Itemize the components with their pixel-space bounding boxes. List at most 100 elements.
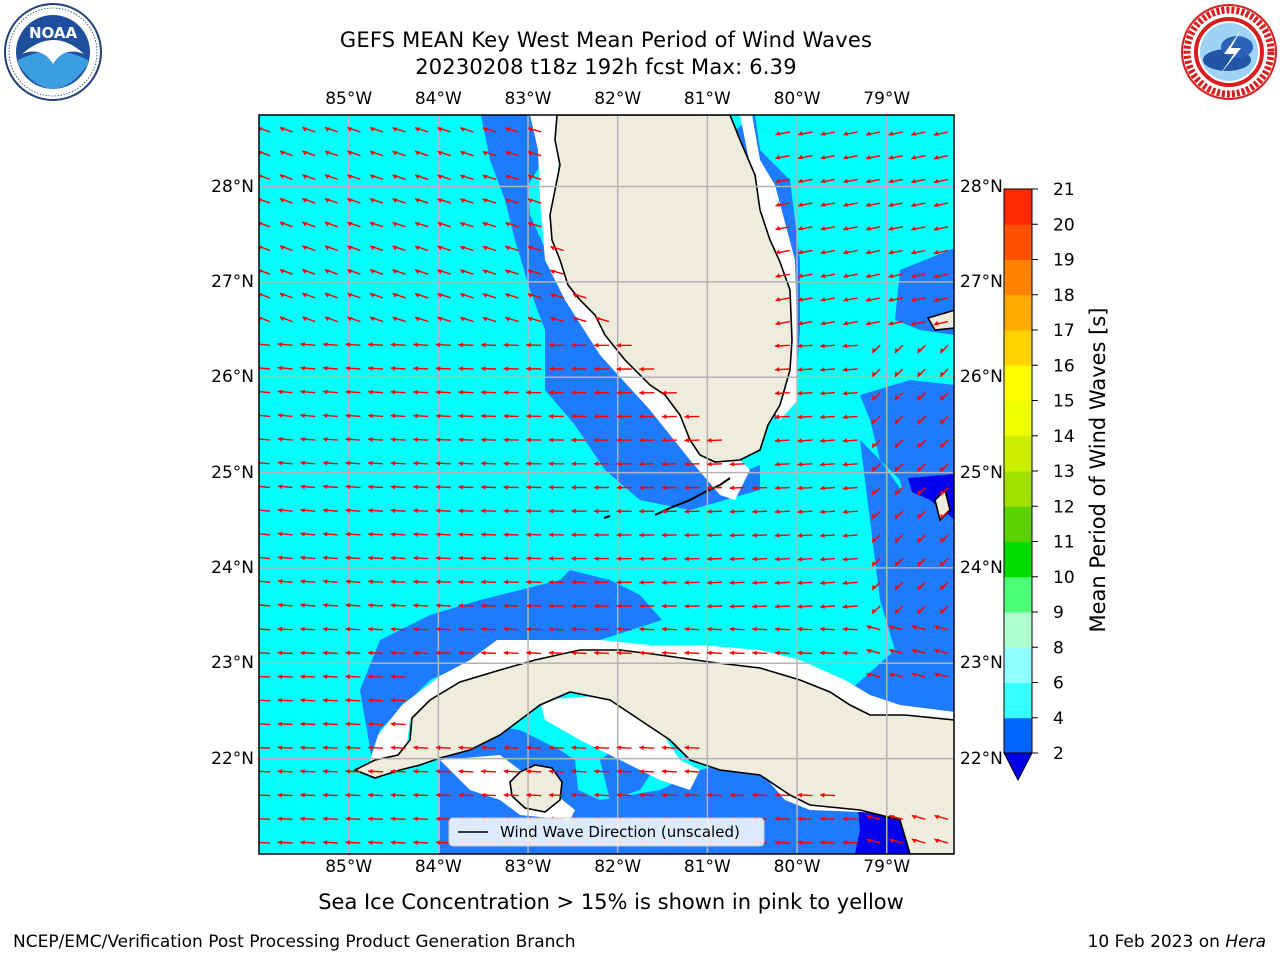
wind-wave-arrowhead [505, 293, 511, 298]
wind-wave-arrowhead [889, 649, 895, 654]
wind-wave-arrowhead [798, 154, 804, 160]
wind-wave-arrowhead [482, 127, 488, 132]
wind-wave-arrowhead [797, 532, 803, 538]
wind-wave-arrowhead [639, 650, 644, 656]
wind-wave-arrowhead [842, 650, 848, 656]
wind-wave-arrowhead [277, 365, 283, 371]
wind-wave-arrowhead [368, 366, 373, 371]
wind-wave-arrowhead [872, 395, 877, 401]
wind-wave-arrowhead [392, 269, 398, 275]
wind-wave-arrowhead [435, 413, 441, 419]
wind-wave-arrowhead [594, 792, 599, 798]
wind-wave-arrowhead [940, 561, 945, 567]
wind-wave-arrowhead [526, 508, 531, 514]
land-florida [549, 115, 793, 463]
wind-wave-arrowhead [774, 343, 780, 349]
wind-wave-arrowhead [842, 533, 848, 538]
colorbar-tick-label: 9 [1053, 603, 1064, 623]
wind-wave-arrowhead [684, 509, 689, 514]
wind-wave-arrowhead [322, 437, 328, 442]
wind-wave-arrowhead [277, 413, 283, 419]
right-tick-label: 27°N [960, 271, 1003, 292]
wind-wave-arrowhead [616, 603, 622, 609]
wind-wave-arrowhead [571, 437, 576, 443]
wind-wave-arrowhead [940, 348, 945, 354]
wind-wave-arrowhead [820, 131, 826, 136]
wind-wave-arrowhead [616, 556, 622, 562]
wind-wave-arrowhead [940, 466, 945, 472]
colorbar-segment [1004, 365, 1032, 401]
wind-wave-arrowhead [324, 174, 330, 180]
wind-wave-arrowhead [594, 366, 599, 372]
wind-wave-arrowhead [797, 390, 803, 396]
wind-wave-arrowhead [482, 222, 488, 227]
wind-wave-arrowhead [797, 650, 803, 656]
right-tick-label: 25°N [960, 462, 1003, 483]
wind-wave-arrowhead [917, 348, 923, 354]
wind-wave-arrowhead [889, 815, 895, 820]
wind-wave-arrowhead [594, 603, 599, 609]
wind-wave-arrowhead [345, 579, 351, 585]
wind-wave-arrowhead [527, 269, 533, 275]
wind-wave-arrowhead [277, 698, 283, 703]
wind-wave-arrowhead [300, 484, 306, 490]
wind-wave-arrow [259, 675, 271, 678]
graticule [259, 115, 954, 854]
wind-wave-arrowhead [548, 626, 554, 632]
wind-wave-arrowhead [933, 202, 939, 207]
wind-wave-arrowhead [322, 698, 328, 703]
wind-wave-arrowhead [527, 317, 533, 322]
wind-wave-arrowhead [481, 626, 486, 632]
wind-wave-arrowhead [548, 390, 554, 395]
wind-wave-arrowhead [639, 580, 644, 585]
wind-wave-arrowhead [481, 461, 486, 466]
colorbar-tick-label: 4 [1053, 709, 1064, 729]
wind-wave-arrowhead [661, 556, 667, 562]
wind-wave-arrowhead [571, 603, 576, 609]
wind-wave-arrowhead [369, 174, 375, 180]
wind-wave-arrowhead [842, 604, 848, 609]
wind-wave-arrowhead [661, 414, 667, 419]
wind-wave-arrowhead [390, 366, 396, 371]
wind-wave-arrowhead [345, 389, 351, 395]
wind-wave-arrowhead [482, 151, 488, 156]
wind-wave-arrowhead [820, 390, 825, 396]
wind-wave-arrowhead [390, 437, 396, 443]
wind-wave-arrowhead [277, 460, 283, 466]
land-isla-juventud [509, 764, 563, 813]
wind-wave-arrowhead [548, 745, 554, 751]
wind-wave-arrowhead [458, 745, 464, 751]
wind-wave-arrowhead [300, 579, 306, 584]
wind-wave-arrowhead [345, 366, 351, 371]
wind-wave-arrowhead [302, 174, 308, 180]
wind-wave-arrowhead [774, 414, 780, 420]
wind-wave-arrowhead [368, 437, 373, 442]
wind-wave-arrowhead [324, 245, 330, 251]
left-tick-label: 28°N [211, 176, 254, 197]
colorbar-tick-label: 21 [1053, 180, 1075, 200]
wind-wave-arrowhead [548, 769, 554, 774]
wind-wave-arrowhead [302, 269, 308, 274]
colorbar-title: Mean Period of Wind Waves [s] [1086, 307, 1110, 633]
top-tick-label: 81°W [683, 89, 731, 109]
wind-wave-arrowhead [571, 413, 576, 419]
wind-wave-arrowhead [259, 198, 263, 203]
wind-wave-arrowhead [798, 131, 804, 136]
wind-wave-arrowhead [347, 198, 353, 203]
wind-wave-arrowhead [277, 816, 283, 822]
wind-wave-arrowhead [368, 389, 373, 395]
wind-wave-arrowhead [277, 555, 283, 561]
wind-wave-arrowhead [729, 532, 735, 538]
wind-wave-arrowhead [415, 269, 421, 275]
wind-wave-arrowhead [798, 273, 804, 278]
wind-wave-arrowhead [368, 792, 373, 798]
wind-wave-arrow [259, 367, 271, 370]
wind-wave-arrowhead [616, 414, 622, 419]
colorbar-tick-label: 12 [1053, 497, 1075, 517]
wind-wave-arrowhead [413, 413, 418, 419]
wind-wave-arrowhead [345, 816, 351, 822]
wind-wave-arrowhead [390, 698, 396, 703]
wind-wave-arrowhead [865, 202, 871, 207]
wind-wave-arrowhead [752, 626, 757, 632]
wind-wave-arrowhead [526, 556, 531, 561]
